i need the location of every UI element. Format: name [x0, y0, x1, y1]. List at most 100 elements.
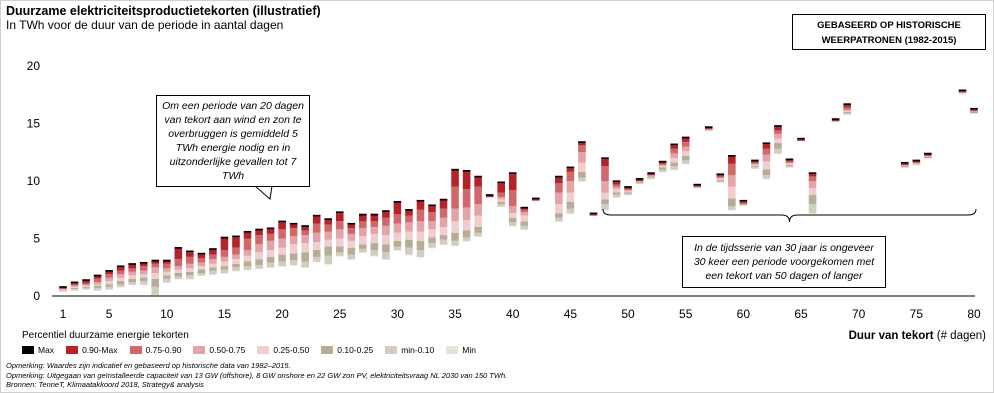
min-mark	[635, 182, 644, 184]
percentile-band	[762, 144, 771, 149]
percentile-band	[843, 107, 851, 110]
percentile-band	[232, 247, 240, 255]
percentile-band	[197, 273, 206, 276]
x-tick-label: 5	[106, 307, 113, 321]
min-mark	[186, 278, 194, 280]
min-mark	[670, 168, 678, 171]
data-source-badge: GEBASEERD OP HISTORISCHE WEERPATRONEN (1…	[792, 14, 986, 50]
percentile-band	[578, 177, 586, 181]
percentile-band	[808, 174, 817, 177]
percentile-band	[209, 250, 217, 255]
callout-20-days: Om een periode van 20 dagen van tekort a…	[156, 95, 310, 187]
percentile-band	[416, 240, 425, 250]
max-mark	[255, 228, 263, 231]
percentile-band	[59, 289, 67, 290]
min-mark	[555, 220, 563, 222]
percentile-band	[335, 252, 344, 256]
percentile-band	[209, 254, 217, 260]
x-tick-label: 60	[737, 307, 751, 321]
max-mark	[243, 230, 252, 233]
x-tick-label: 80	[967, 307, 981, 321]
legend: Max 0.90-Max 0.75-0.90 0.50-0.75 0.25-0.50 0.…	[22, 345, 476, 355]
percentile-band	[370, 227, 379, 234]
percentile-band	[359, 221, 367, 229]
percentile-band	[601, 166, 609, 181]
percentile-band	[578, 162, 586, 172]
percentile-band	[393, 246, 402, 250]
percentile-band	[359, 244, 367, 249]
percentile-band	[232, 237, 240, 248]
percentile-band	[186, 271, 194, 276]
max-mark	[601, 157, 609, 160]
percentile-band	[612, 194, 621, 198]
percentile-band	[958, 92, 967, 94]
percentile-band	[681, 138, 690, 142]
min-mark	[209, 273, 217, 275]
percentile-band	[335, 213, 344, 222]
min-mark	[658, 171, 667, 173]
percentile-band	[670, 162, 678, 167]
percentile-band	[289, 244, 298, 254]
percentile-band	[186, 252, 194, 257]
percentile-band	[612, 182, 621, 185]
badge-line-2: WEERPATRONEN (1982-2015)	[821, 35, 957, 46]
max-mark	[312, 214, 321, 217]
percentile-band	[209, 267, 217, 271]
min-mark	[681, 163, 690, 165]
percentile-band	[312, 241, 321, 250]
callout-pointer	[253, 185, 273, 200]
percentile-band	[116, 284, 125, 287]
percentile-band	[751, 167, 759, 169]
percentile-band	[428, 237, 436, 244]
footnote-2: Opmerking: Uitgegaan van geïnstalleerde …	[6, 370, 508, 380]
percentile-band	[128, 275, 136, 279]
percentile-band	[531, 199, 540, 201]
min-mark	[462, 240, 471, 242]
percentile-band	[243, 261, 252, 267]
percentile-band	[243, 255, 252, 262]
percentile-band	[151, 286, 160, 295]
percentile-band	[716, 181, 725, 183]
percentile-band	[681, 141, 690, 147]
percentile-band	[289, 224, 298, 229]
percentile-band	[405, 247, 413, 255]
percentile-band	[393, 223, 402, 233]
min-mark	[912, 164, 921, 166]
percentile-band	[116, 277, 125, 282]
percentile-band	[497, 199, 506, 202]
min-mark	[901, 166, 909, 168]
max-mark	[266, 227, 275, 230]
max-mark	[197, 252, 206, 255]
max-mark	[428, 204, 436, 207]
percentile-band	[566, 171, 575, 181]
percentile-band	[405, 222, 413, 232]
x-axis-title-bold: Duur van tekort	[848, 330, 934, 342]
min-mark	[93, 289, 102, 291]
percentile-band	[612, 192, 621, 195]
legend-label: 0.25-0.50	[273, 345, 310, 355]
percentile-band	[670, 166, 678, 170]
percentile-band	[785, 163, 794, 165]
percentile-band	[751, 163, 759, 165]
percentile-band	[681, 146, 690, 152]
percentile-band	[785, 164, 794, 167]
percentile-band	[382, 244, 390, 253]
percentile-band	[970, 110, 978, 112]
percentile-band	[162, 275, 171, 279]
percentile-band	[555, 213, 563, 218]
percentile-band	[232, 254, 240, 260]
percentile-band	[209, 259, 217, 264]
percentile-band	[901, 164, 909, 167]
min-mark	[624, 194, 632, 196]
percentile-band	[209, 270, 217, 275]
min-mark	[958, 93, 967, 95]
percentile-band	[578, 145, 586, 153]
percentile-band	[139, 277, 148, 282]
percentile-band	[105, 286, 113, 290]
percentile-band	[289, 228, 298, 237]
percentile-band	[405, 215, 413, 223]
percentile-band	[220, 266, 229, 270]
max-mark	[635, 178, 644, 180]
percentile-band	[82, 287, 90, 290]
min-mark	[843, 113, 851, 115]
